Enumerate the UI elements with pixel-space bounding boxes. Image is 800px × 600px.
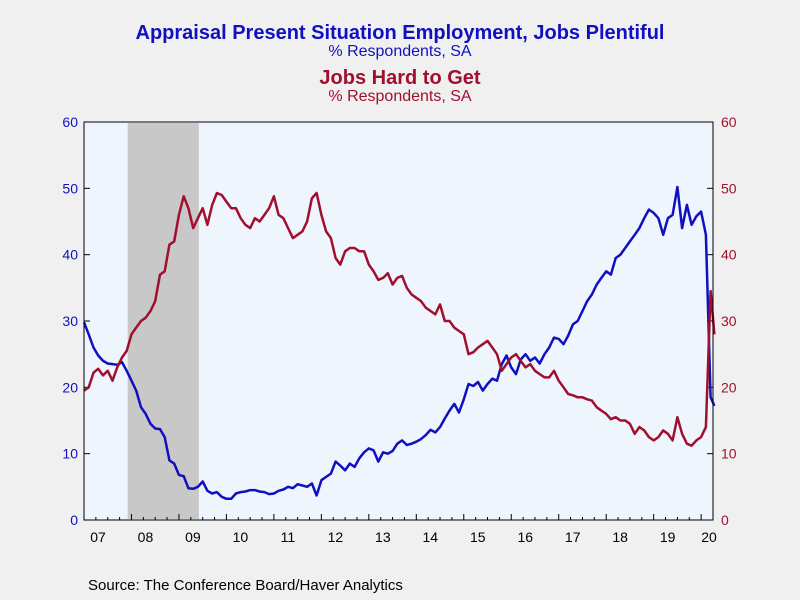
y-left-tick-label: 10 <box>62 446 78 462</box>
x-tick-label: 13 <box>375 529 391 545</box>
chart-title-2: Jobs Hard to Get <box>319 67 480 89</box>
x-tick-label: 17 <box>565 529 581 545</box>
x-tick-label: 20 <box>701 529 717 545</box>
plot-frame <box>83 121 714 521</box>
source-note: Source: The Conference Board/Haver Analy… <box>88 577 403 594</box>
y-left-tick-label: 40 <box>62 247 78 263</box>
x-tick-label: 15 <box>470 529 486 545</box>
y-right-tick-label: 0 <box>721 512 729 528</box>
y-axis-right: 0 10 20 30 40 50 60 <box>707 114 737 528</box>
x-tick-label: 07 <box>90 529 106 545</box>
x-tick-label: 10 <box>233 529 249 545</box>
y-right-tick-label: 40 <box>721 247 737 263</box>
y-left-tick-label: 30 <box>62 313 78 329</box>
x-axis: 07 08 09 10 11 12 13 14 15 16 17 18 19 20 <box>90 514 717 545</box>
recession-shading <box>127 123 199 519</box>
x-tick-label: 19 <box>660 529 676 545</box>
x-tick-label: 09 <box>185 529 201 545</box>
y-left-tick-label: 60 <box>62 114 78 130</box>
y-axis-left: 0 10 20 30 40 50 60 <box>62 114 90 528</box>
x-tick-label: 14 <box>423 529 439 545</box>
series-line-jobs-plentiful <box>82 185 716 501</box>
y-right-tick-label: 10 <box>721 446 737 462</box>
y-left-tick-label: 50 <box>62 180 78 196</box>
chart-subtitle: % Respondents, SA <box>328 43 472 60</box>
series-line-jobs-hard-to-get <box>83 191 716 447</box>
x-tick-label: 16 <box>517 529 533 545</box>
y-right-tick-label: 60 <box>721 114 737 130</box>
x-tick-label: 08 <box>138 529 154 545</box>
y-right-tick-label: 20 <box>721 379 737 395</box>
chart-title: Appraisal Present Situation Employment, … <box>136 22 665 44</box>
y-left-tick-label: 20 <box>62 379 78 395</box>
chart-subtitle-2: % Respondents, SA <box>328 88 472 105</box>
x-tick-label: 11 <box>281 529 296 545</box>
y-left-tick-label: 0 <box>70 512 78 528</box>
x-tick-label: 12 <box>328 529 344 545</box>
y-right-tick-label: 30 <box>721 313 737 329</box>
y-right-tick-label: 50 <box>721 180 737 196</box>
x-tick-label: 18 <box>612 529 628 545</box>
